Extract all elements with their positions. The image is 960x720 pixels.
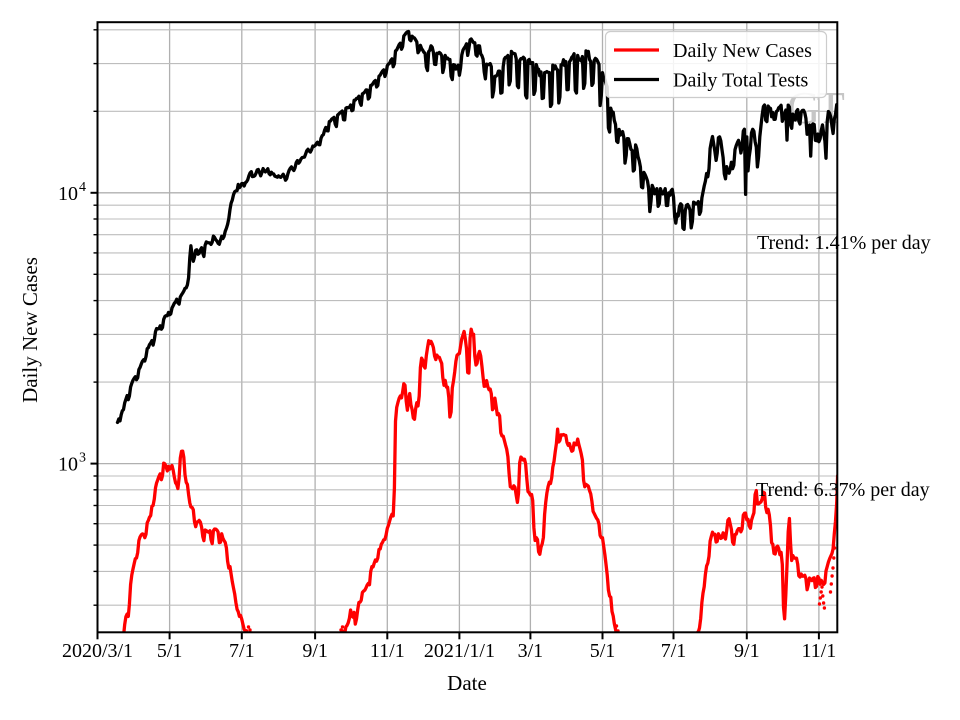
svg-text:Daily Total Tests: Daily Total Tests — [673, 70, 809, 92]
svg-text:Trend: 6.37% per day: Trend: 6.37% per day — [756, 479, 930, 501]
svg-text:Trend: 1.41% per day: Trend: 1.41% per day — [757, 232, 931, 254]
svg-text:10: 10 — [58, 454, 78, 476]
svg-text:9/1: 9/1 — [302, 640, 328, 662]
svg-text:5/1: 5/1 — [590, 640, 616, 662]
svg-text:Daily New Cases: Daily New Cases — [673, 40, 812, 62]
svg-text:4: 4 — [79, 180, 86, 195]
svg-text:2021/1/1: 2021/1/1 — [424, 640, 495, 662]
svg-text:5/1: 5/1 — [157, 640, 183, 662]
svg-text:Daily New Cases: Daily New Cases — [18, 257, 42, 403]
svg-text:9/1: 9/1 — [734, 640, 760, 662]
svg-text:11/1: 11/1 — [801, 640, 836, 662]
svg-text:10: 10 — [58, 183, 78, 205]
svg-text:11/1: 11/1 — [370, 640, 405, 662]
svg-text:3: 3 — [79, 451, 86, 466]
svg-text:3/1: 3/1 — [518, 640, 544, 662]
svg-text:2020/3/1: 2020/3/1 — [62, 640, 133, 662]
svg-text:7/1: 7/1 — [229, 640, 255, 662]
svg-text:Date: Date — [447, 671, 487, 695]
svg-text:7/1: 7/1 — [661, 640, 687, 662]
